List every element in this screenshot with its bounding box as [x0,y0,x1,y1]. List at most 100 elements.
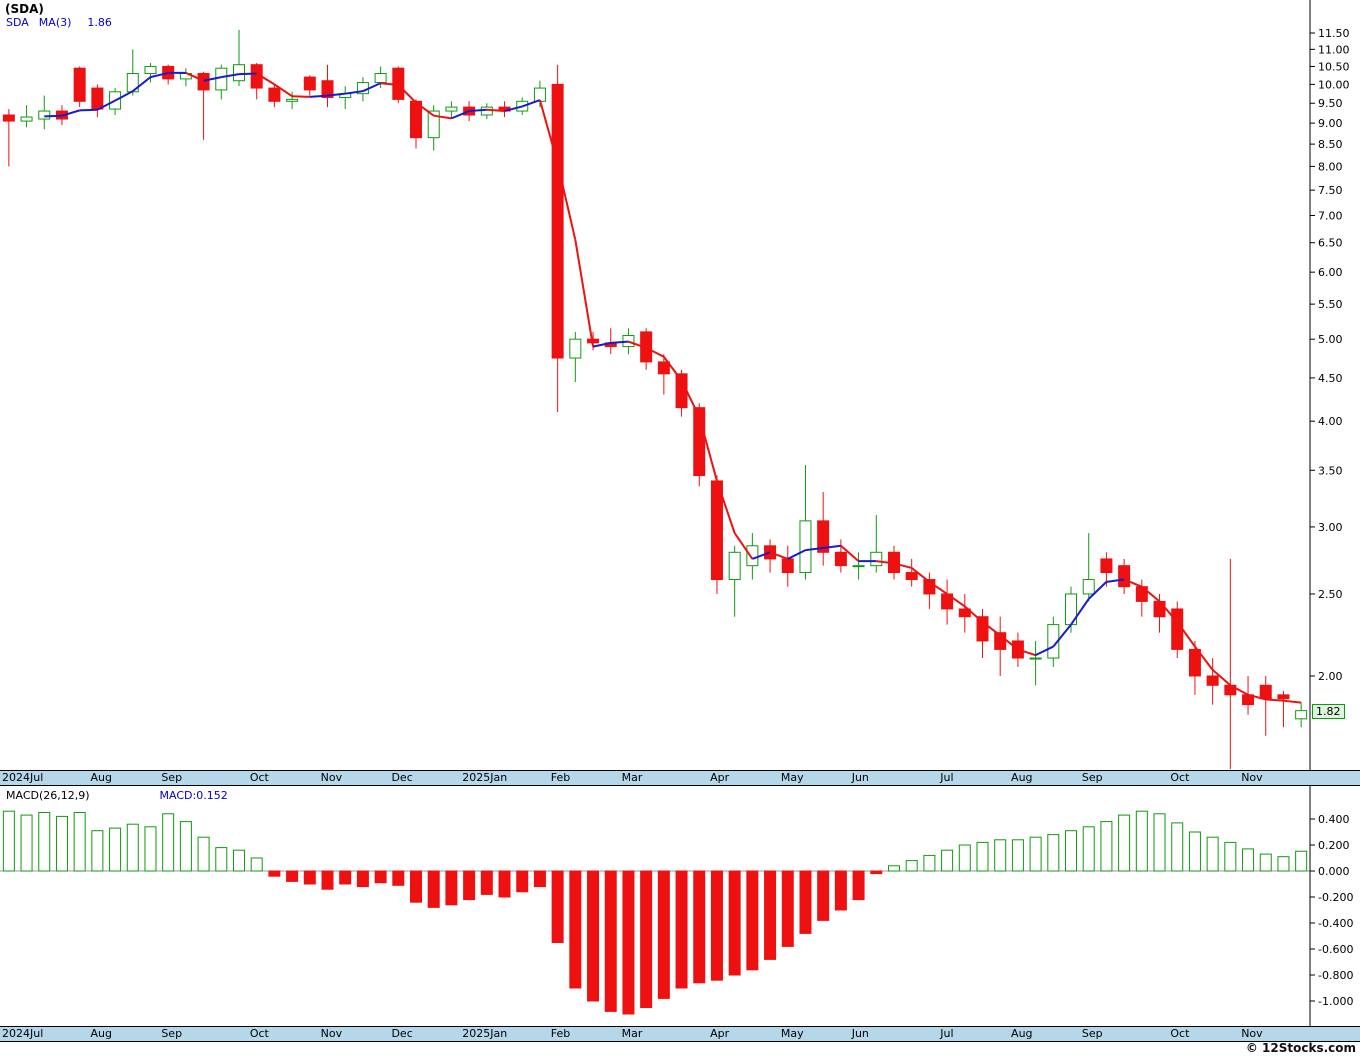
ma-line-segment [79,108,98,112]
ma-line-segment [1265,698,1284,702]
candle [905,572,918,581]
x-axis-label: Aug [1011,771,1033,784]
y-axis-label: 5.00 [1318,333,1343,346]
ma-line-segment [96,99,116,111]
macd-bar [710,870,723,981]
x-axis-label: Feb [550,1027,571,1040]
ma-line-segment [663,356,683,382]
ma-line-segment [556,163,577,241]
x-axis-label: Sep [1081,1027,1103,1040]
candle [197,73,210,91]
candle [781,558,794,574]
x-axis-label: May [780,1027,804,1040]
macd-bar [640,870,653,1008]
y-axis-label: 11.00 [1318,43,1350,56]
candle [374,73,387,84]
macd-bar [905,860,918,872]
ma-line-segment [433,114,452,120]
macd-params-label: MACD(26,12,9) [6,789,90,802]
x-axis-label: Nov [1241,771,1263,784]
y-axis-label: 7.00 [1318,209,1343,222]
candle [976,616,989,642]
macd-bar [817,870,830,921]
macd-bar [215,847,228,872]
x-axis-label: Aug [90,771,112,784]
ma-line-segment [238,72,257,76]
macd-bar [1118,814,1131,872]
candle [994,632,1007,650]
x-axis-label: Sep [161,1027,183,1040]
macd-bar [38,812,51,872]
x-axis-label: Aug [1011,1027,1033,1040]
y-axis-label: 4.50 [1318,372,1343,385]
macd-bar [1047,834,1060,872]
x-axis-label: Jul [940,1027,954,1040]
candle [20,116,33,122]
candle [834,551,847,567]
macd-bar [941,849,954,872]
x-axis-label: Nov [320,1027,343,1040]
candle [569,338,582,359]
macd-bar [1277,856,1290,872]
ma-line-segment [645,346,665,358]
macd-bar [445,870,458,906]
y-axis-label: -1.000 [1318,995,1353,1008]
y-axis-label: 6.50 [1318,237,1343,250]
y-axis-label: 10.00 [1318,78,1350,91]
chart-title: (SDA) [5,2,44,16]
macd-bar [1011,839,1024,872]
macd-bar [551,870,564,943]
ma-line-segment [876,560,895,565]
candle [958,608,971,618]
macd-bar [994,839,1007,872]
x-axis-label: Feb [550,771,571,784]
macd-value: MACD:0.152 [159,789,228,802]
macd-bar [587,870,600,1002]
macd-bar [1065,830,1078,872]
ma-line-segment [574,239,595,347]
candle [1171,608,1184,650]
macd-legend: MACD(26,12,9) MACD:0.152 [6,789,228,802]
ma-line-segment [592,341,611,348]
macd-bar [569,870,582,989]
ma-line-segment [203,76,222,82]
x-axis-label: Dec [391,1027,413,1040]
macd-bar [799,870,812,934]
x-axis-label: Dec [391,771,413,784]
candle [799,520,812,574]
ma-line-segment [44,114,62,118]
ma-line-segment [1123,578,1143,588]
ma-line-segment [911,567,931,583]
ma-line-segment [964,605,984,623]
macd-bar [958,844,971,872]
macd-bar [1100,821,1113,872]
x-axis-label: Jun [851,1027,869,1040]
macd-bar [109,827,122,872]
y-axis-label: 0.400 [1318,813,1350,826]
x-axis-label: Oct [1170,771,1190,784]
x-axis-label: 2025Jan [462,1027,508,1040]
x-axis-bar: 2024Jul Aug Sep Oct Nov Dec 2025Jan Feb Mar Apr Ma… [0,770,1360,786]
ma-line-segment [716,480,736,534]
ma-line-segment [1176,621,1196,648]
candle [746,545,759,567]
ma-line-segment [469,108,487,113]
candle [232,64,245,82]
x-axis-label: Oct [249,1027,269,1040]
macd-bar [693,870,706,984]
candle [286,98,299,102]
macd-bar [1224,841,1237,872]
candle [2,114,15,122]
ma-line-segment [1017,648,1036,657]
last-price-label: 1.82 [1312,703,1345,719]
macd-bar [144,826,157,872]
x-axis-label: Nov [320,771,343,784]
x-axis-label: Nov [1241,1027,1263,1040]
ma-line-segment [1070,598,1090,626]
ma-line-segment [486,108,505,113]
candle [710,480,723,581]
y-axis-label: 9.50 [1318,97,1343,110]
y-axis-label: 9.00 [1318,117,1343,130]
macd-bar [1135,810,1148,872]
candle [445,106,458,112]
